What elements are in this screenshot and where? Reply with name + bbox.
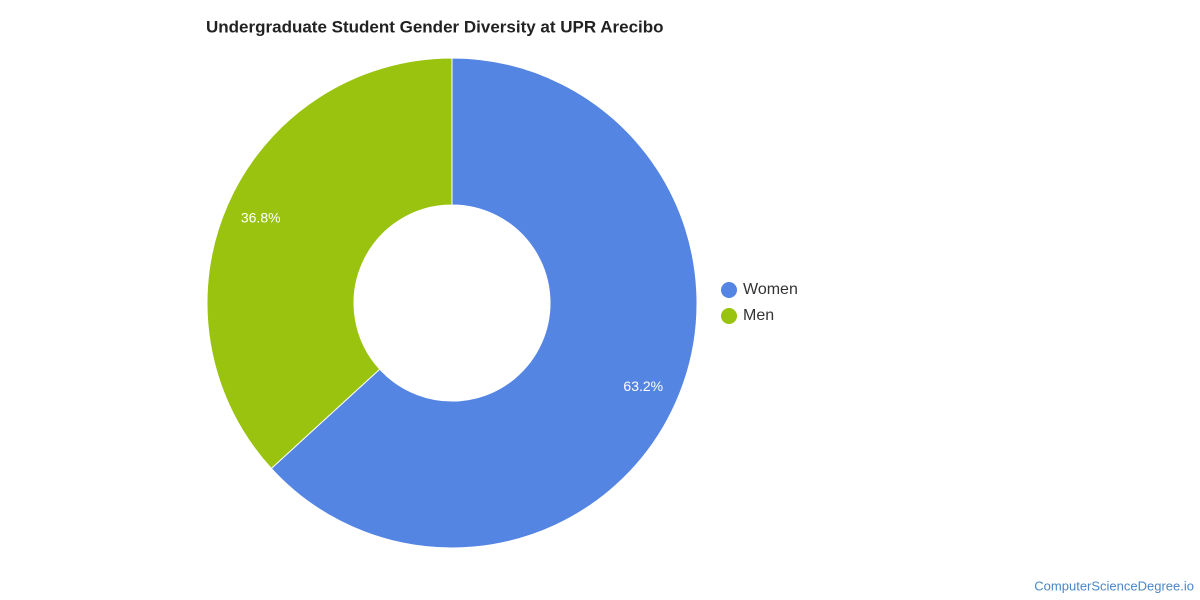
- legend-swatch: [721, 282, 737, 298]
- donut-slice: [270, 57, 698, 549]
- legend-label: Women: [743, 281, 798, 298]
- value-label: 36.8%: [241, 209, 281, 225]
- legend-swatch: [721, 308, 737, 324]
- legend-label: Men: [743, 307, 774, 324]
- donut-slice: [206, 57, 453, 470]
- value-label: 63.2%: [623, 378, 663, 394]
- source-link[interactable]: ComputerScienceDegree.io: [1034, 578, 1194, 593]
- chart-title: Undergraduate Student Gender Diversity a…: [206, 17, 664, 36]
